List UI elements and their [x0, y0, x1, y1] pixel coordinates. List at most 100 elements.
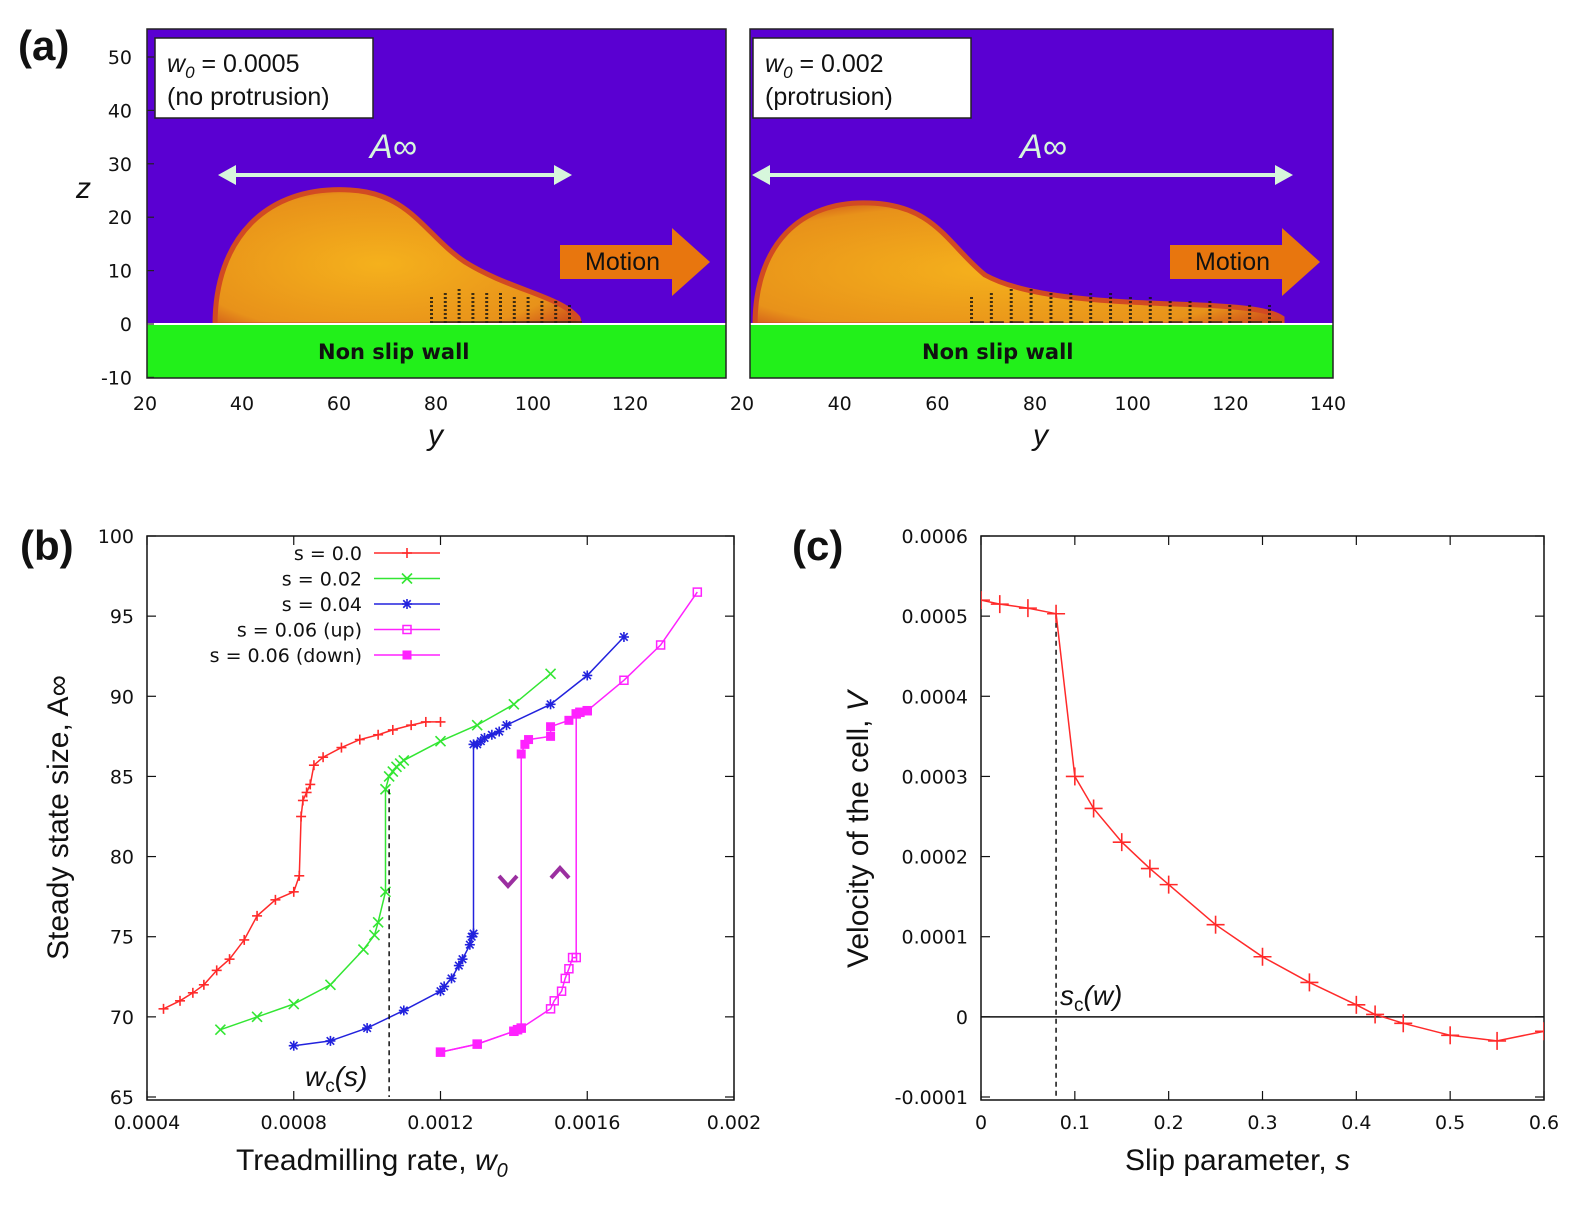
- data-point: [239, 934, 250, 945]
- chart-b: 65 70 75 80 85 90 95 100 0.0004 0.0008 0.0012 0.001…: [98, 526, 761, 1134]
- motion-arrow-right: [1170, 228, 1320, 296]
- data-point: [224, 954, 235, 965]
- data-point: [158, 1003, 169, 1014]
- chart-b-series: [158, 587, 703, 1057]
- panel-a-ytick-label: -10: [101, 367, 132, 389]
- data-point: [468, 928, 479, 939]
- chart-c-ytick-label: 0: [956, 1007, 968, 1029]
- flow-vectors-right: [970, 289, 1282, 323]
- plot-frame-c: [980, 535, 1545, 1101]
- chart-b-legend: s = 0.0 s = 0.02 s = 0.04 s = 0.06 (up) s = …: [210, 543, 440, 667]
- data-point: [435, 986, 446, 997]
- data-point: [270, 894, 281, 905]
- data-point: [297, 795, 308, 806]
- a-inf-arrow-left: [218, 165, 572, 185]
- data-point: [1535, 1022, 1544, 1041]
- data-point: [296, 811, 307, 822]
- wall-label-right: Non slip wall: [922, 340, 1073, 364]
- data-point: [211, 965, 222, 976]
- chart-b-ytick-label: 95: [110, 606, 134, 628]
- data-point: [619, 675, 629, 686]
- data-point: [571, 952, 581, 963]
- wc-annotation: wc(s): [305, 1061, 367, 1097]
- chart-c-ytick-label: -0.0001: [895, 1087, 968, 1109]
- data-point: [439, 981, 450, 992]
- data-point: [524, 735, 534, 745]
- data-point: [1018, 599, 1037, 618]
- data-point: [368, 929, 381, 941]
- data-point: [383, 770, 395, 782]
- chart-b-ytick-label: 90: [110, 686, 134, 708]
- data-point: [981, 591, 990, 610]
- data-point: [549, 996, 559, 1006]
- panel-a-left-xtick-label: 20: [133, 393, 157, 415]
- panel-label-b: (b): [20, 522, 74, 569]
- data-point: [1300, 973, 1319, 992]
- data-point: [362, 1023, 373, 1034]
- data-point: [288, 998, 300, 1010]
- panel-a-ytick-label: 50: [108, 47, 132, 69]
- non-slip-wall-right: [750, 324, 1333, 378]
- data-point: [494, 726, 505, 737]
- non-slip-wall-left: [147, 324, 726, 378]
- chart-b-ticks: 65 70 75 80 85 90 95 100 0.0004 0.0008 0.0012 0.001…: [98, 526, 761, 1134]
- data-point: [406, 720, 417, 731]
- chart-c-ylabel: Velocity of the cell, V: [842, 688, 875, 968]
- panel-a-left-xtick-label: 40: [230, 393, 254, 415]
- panel-label-a: (a): [18, 22, 69, 69]
- chart-c-series: [981, 591, 1544, 1050]
- chart-c-ytick-label: 0.0001: [902, 927, 968, 949]
- panel-a-left-xtick-label: 80: [424, 393, 448, 415]
- chart-b-ytick-label: 65: [110, 1087, 134, 1109]
- panel-a-ytick-label: 10: [108, 261, 132, 283]
- panel-a-ytick-label: 30: [108, 154, 132, 176]
- data-point: [187, 987, 198, 998]
- data-point: [471, 719, 483, 731]
- a-inf-arrow-right: [752, 165, 1293, 185]
- motion-label-left: Motion: [585, 248, 660, 276]
- data-point: [556, 986, 567, 996]
- data-point: [1488, 1031, 1507, 1050]
- data-point: [446, 973, 457, 984]
- data-point: [501, 720, 512, 731]
- panel-a-right-xtick-label: 120: [1212, 393, 1248, 415]
- data-point: [544, 668, 557, 680]
- panel-label-c: (c): [792, 522, 843, 569]
- data-point: [990, 595, 1009, 614]
- motion-arrow-left: [560, 228, 710, 296]
- data-point: [655, 640, 666, 650]
- data-point: [420, 716, 431, 727]
- chart-c-ticks: -0.0001 0 0.0001 0.0002 0.0003 0.0004 0.0005 0.…: [895, 526, 1559, 1134]
- series-line-1: [220, 673, 552, 1031]
- chart-c-xtick-label: 0.3: [1247, 1112, 1277, 1134]
- legend-marker: [401, 572, 413, 585]
- chart-c-ytick-label: 0.0002: [902, 847, 968, 869]
- panel-a-left-xtick-label: 100: [515, 393, 551, 415]
- panel-a-left-xtick-label: 60: [327, 393, 351, 415]
- data-point: [618, 631, 629, 642]
- data-point: [1084, 799, 1103, 818]
- chart-c-xtick-label: 0: [975, 1112, 987, 1134]
- data-point: [1047, 604, 1066, 623]
- chart-c-xtick-label: 0.4: [1341, 1112, 1371, 1134]
- data-point: [372, 916, 384, 928]
- data-point: [1159, 875, 1178, 894]
- data-point: [175, 995, 186, 1006]
- legend-label: s = 0.02: [282, 569, 362, 591]
- legend-marker: [402, 599, 412, 609]
- data-point: [354, 734, 365, 745]
- data-point: [1394, 1014, 1413, 1033]
- chart-b-ytick-label: 100: [98, 526, 134, 548]
- data-point: [457, 954, 468, 965]
- panel-a-right-xtick-label: 80: [1023, 393, 1047, 415]
- chart-b-ytick-label: 75: [110, 927, 134, 949]
- panel-a-ytick-label: 0: [120, 314, 132, 336]
- data-point: [545, 699, 556, 710]
- data-point: [435, 716, 446, 727]
- data-point: [564, 964, 574, 974]
- data-point: [294, 870, 305, 881]
- plot-frame-b: [146, 535, 735, 1101]
- data-point: [288, 886, 299, 897]
- data-point: [324, 979, 337, 991]
